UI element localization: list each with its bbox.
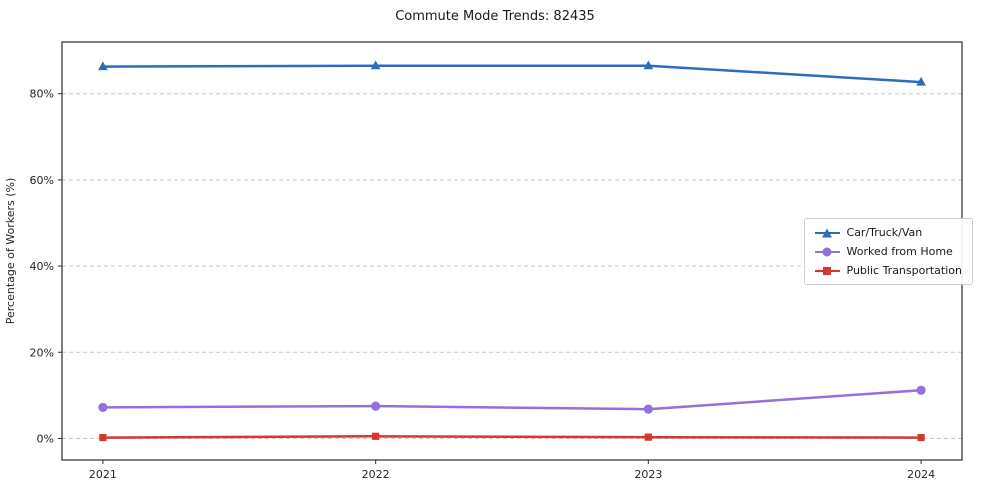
legend-item-worked-from-home: Worked from Home	[814, 245, 962, 258]
circle-marker-icon	[814, 246, 840, 258]
square-marker-icon	[814, 265, 840, 277]
series-line	[101, 64, 923, 84]
data-point-marker	[917, 433, 925, 442]
series-line	[101, 435, 923, 439]
legend-label: Car/Truck/Van	[846, 226, 923, 239]
series-car-truck-van	[98, 60, 926, 86]
data-point-marker	[372, 432, 380, 440]
series-line	[101, 388, 923, 411]
data-point-marker	[98, 61, 108, 71]
x-tick-label: 2022	[362, 468, 390, 481]
legend: Car/Truck/Van Worked from Home Public Tr…	[803, 218, 973, 285]
y-tick-label: 40%	[30, 260, 54, 273]
data-point-marker	[916, 385, 926, 395]
chart-title: Commute Mode Trends: 82435	[395, 9, 595, 24]
data-point-marker	[99, 433, 107, 442]
triangle-marker-icon	[814, 227, 840, 239]
y-axis-label: Percentage of Workers (%)	[4, 178, 17, 325]
data-point-marker	[916, 76, 926, 86]
data-point-marker	[98, 402, 108, 413]
legend-item-car-truck-van: Car/Truck/Van	[814, 226, 962, 239]
legend-label: Public Transportation	[846, 264, 962, 277]
x-tick-label: 2023	[634, 468, 662, 481]
y-tick-label: 80%	[30, 88, 54, 101]
y-tick-label: 0%	[37, 432, 54, 445]
data-point-marker	[370, 60, 381, 70]
x-tick-label: 2021	[89, 468, 117, 481]
series-public-transportation	[99, 432, 925, 442]
data-point-marker	[644, 433, 652, 441]
y-tick-label: 60%	[30, 174, 54, 187]
data-point-marker	[643, 404, 653, 414]
series-worked-from-home	[98, 385, 926, 414]
x-tick-label: 2024	[907, 468, 935, 481]
data-point-marker	[643, 60, 654, 70]
legend-item-public-transportation: Public Transportation	[814, 264, 962, 277]
legend-label: Worked from Home	[846, 245, 953, 258]
data-point-marker	[371, 401, 381, 411]
y-tick-label: 20%	[30, 346, 54, 359]
